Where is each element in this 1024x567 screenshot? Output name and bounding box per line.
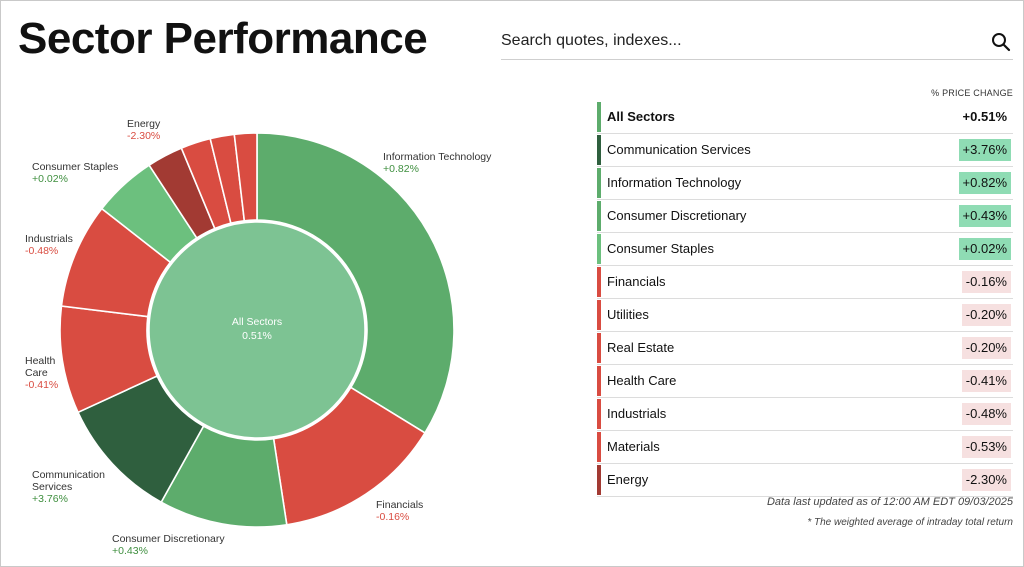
table-row[interactable]: Consumer Staples +0.02% [597,233,1013,266]
table-header-price-change: % PRICE CHANGE [931,88,1013,98]
row-color-bar [597,300,601,330]
last-updated-note: Data last updated as of 12:00 AM EDT 09/… [766,496,1013,508]
table-row[interactable]: Consumer Discretionary +0.43% [597,200,1013,233]
slice-label: Energy [127,118,161,130]
row-price-change: +0.02% [958,238,1011,260]
row-color-bar [597,333,601,363]
row-color-bar [597,432,601,462]
row-color-bar [597,366,601,396]
row-sector-name: All Sectors [607,109,675,124]
table-row[interactable]: All Sectors +0.51% [597,101,1013,134]
slice-value-label: +3.76% [32,493,68,505]
table-row[interactable]: Financials -0.16% [597,266,1013,299]
row-sector-name: Real Estate [607,340,675,355]
slice-label: Services [32,481,72,493]
slice-value-label: -0.16% [376,511,409,523]
row-sector-name: Industrials [607,406,667,421]
sector-donut-chart: Information Technology +0.82% Financials -0… [0,90,570,567]
row-color-bar [597,234,601,264]
slice-label: Consumer Staples [32,161,118,173]
search-icon[interactable] [991,32,1011,52]
slice-label: Industrials [25,233,73,245]
donut-center[interactable] [148,221,366,439]
slice-value-label: -0.48% [25,245,58,257]
slice-value-label: +0.43% [112,545,148,557]
search-input[interactable] [501,26,971,56]
row-price-change: -0.41% [961,370,1011,392]
sector-table: % PRICE CHANGE All Sectors +0.51% Communic… [597,88,1013,497]
center-label: All Sectors [232,316,282,328]
table-row[interactable]: Industrials -0.48% [597,398,1013,431]
slice-label: Consumer Discretionary [112,533,225,545]
row-price-change: -0.20% [961,304,1011,326]
row-sector-name: Consumer Discretionary [607,208,747,223]
weighted-average-note: * The weighted average of intraday total… [807,517,1013,528]
row-color-bar [597,102,601,132]
table-row[interactable]: Information Technology +0.82% [597,167,1013,200]
slice-label: Health [25,355,56,367]
donut-slice[interactable] [256,132,455,435]
search-bar[interactable] [501,26,1013,60]
row-price-change: -0.53% [961,436,1011,458]
row-color-bar [597,168,601,198]
table-row[interactable]: Utilities -0.20% [597,299,1013,332]
slice-label: Information Technology [383,151,492,163]
table-row[interactable]: Real Estate -0.20% [597,332,1013,365]
row-price-change: -2.30% [961,469,1011,491]
table-row[interactable]: Health Care -0.41% [597,365,1013,398]
row-price-change: +0.82% [958,172,1011,194]
row-sector-name: Information Technology [607,175,742,190]
slice-value-label: +0.02% [32,173,68,185]
row-color-bar [597,399,601,429]
slice-value-label: -0.41% [25,379,58,391]
row-sector-name: Health Care [607,373,677,388]
row-color-bar [597,267,601,297]
slice-label: Financials [376,499,423,511]
donut-svg: Information Technology+0.82%Financials-0… [25,118,492,557]
row-price-change: -0.16% [961,271,1011,293]
row-sector-name: Utilities [607,307,649,322]
slice-label: Communication [32,469,105,481]
row-price-change: +0.43% [958,205,1011,227]
table-row[interactable]: Energy -2.30% [597,464,1013,497]
slice-value-label: +0.82% [383,163,419,175]
table-row[interactable]: Communication Services +3.76% [597,134,1013,167]
row-price-change: +3.76% [958,139,1011,161]
row-sector-name: Materials [607,439,660,454]
donut-slice[interactable] [233,132,258,222]
row-sector-name: Energy [607,472,649,487]
row-price-change: +0.51% [962,109,1007,124]
center-value: 0.51% [242,330,272,342]
row-color-bar [597,465,601,495]
row-price-change: -0.20% [961,337,1011,359]
row-sector-name: Communication Services [607,142,751,157]
table-row[interactable]: Materials -0.53% [597,431,1013,464]
slice-value-label: -2.30% [127,130,160,142]
row-sector-name: Consumer Staples [607,241,714,256]
page-title: Sector Performance [18,14,428,63]
row-color-bar [597,201,601,231]
row-color-bar [597,135,601,165]
row-sector-name: Financials [607,274,666,289]
row-price-change: -0.48% [961,403,1011,425]
slice-label: Care [25,367,48,379]
